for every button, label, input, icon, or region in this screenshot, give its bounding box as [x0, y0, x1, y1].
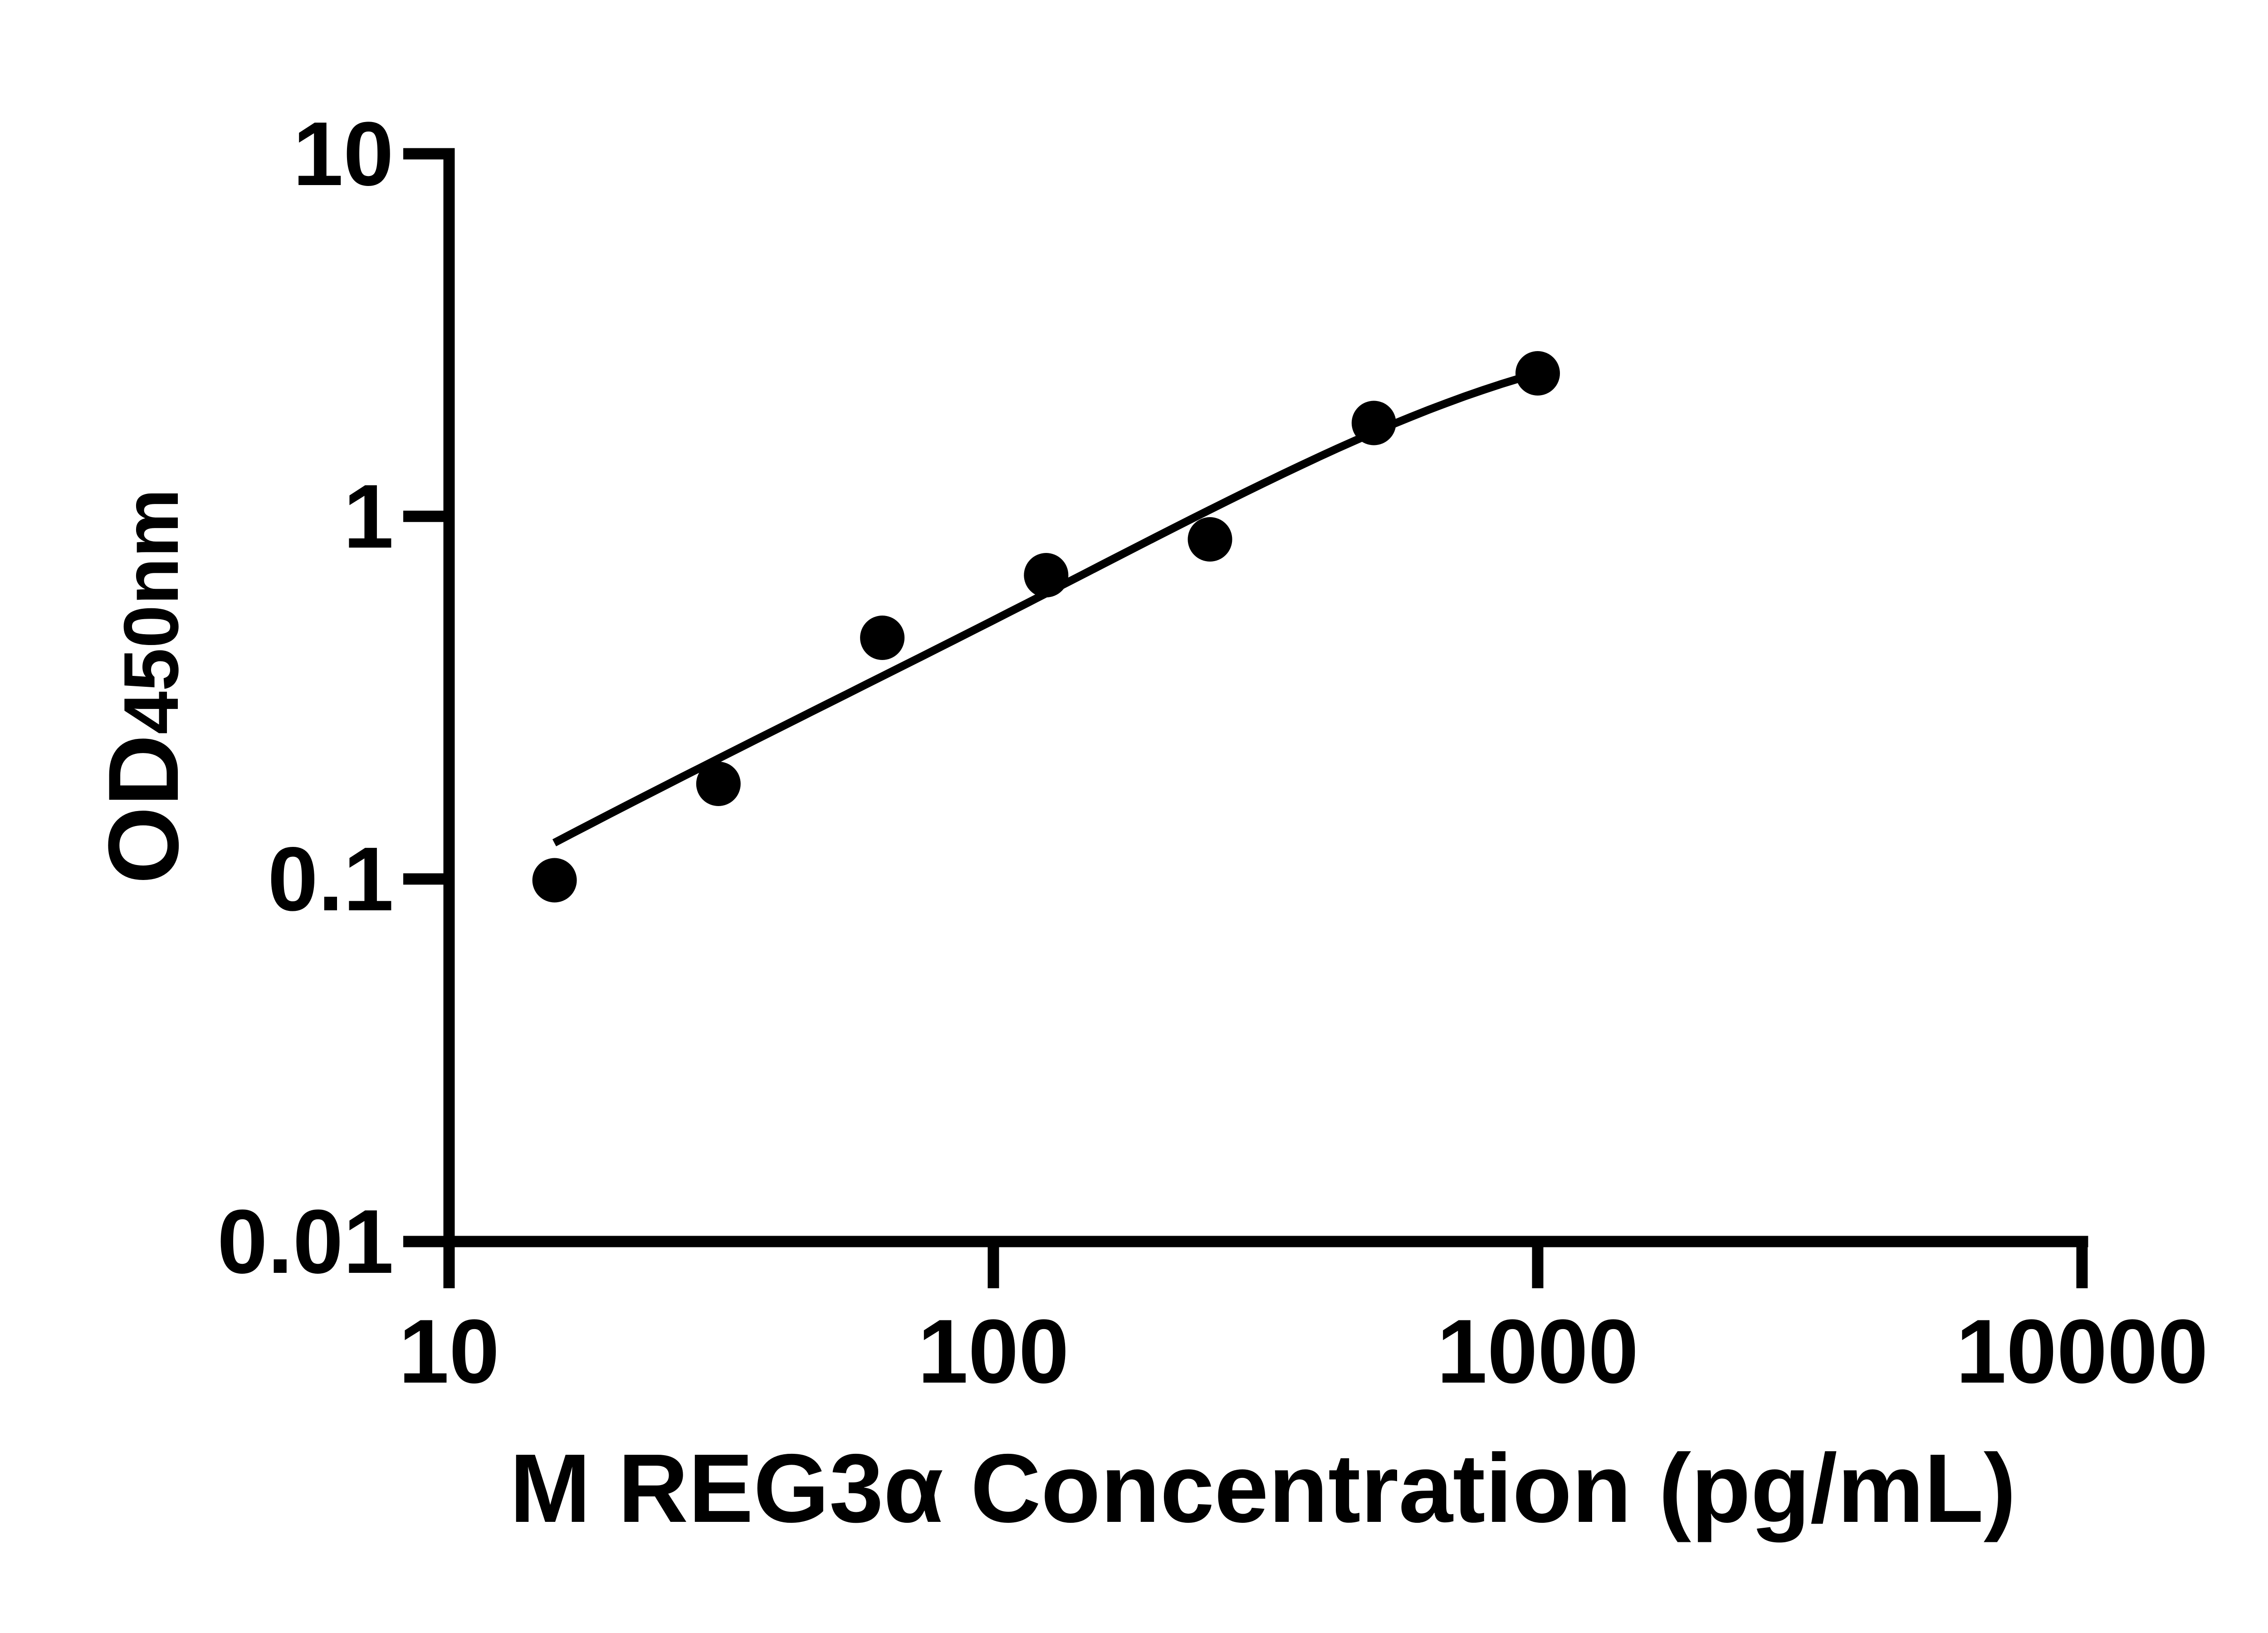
svg-text:1: 1: [343, 466, 394, 567]
svg-text:10000: 10000: [1956, 1301, 2208, 1402]
svg-text:100: 100: [918, 1301, 1069, 1402]
svg-text:0.01: 0.01: [217, 1191, 394, 1292]
svg-text:0.1: 0.1: [268, 829, 394, 930]
svg-text:1000: 1000: [1437, 1301, 1639, 1402]
svg-text:10: 10: [293, 103, 394, 205]
svg-text:OD450nm: OD450nm: [88, 489, 199, 884]
svg-text:M REG3α Concentration (pg/mL): M REG3α Concentration (pg/mL): [509, 1433, 2016, 1543]
svg-text:10: 10: [399, 1301, 499, 1402]
